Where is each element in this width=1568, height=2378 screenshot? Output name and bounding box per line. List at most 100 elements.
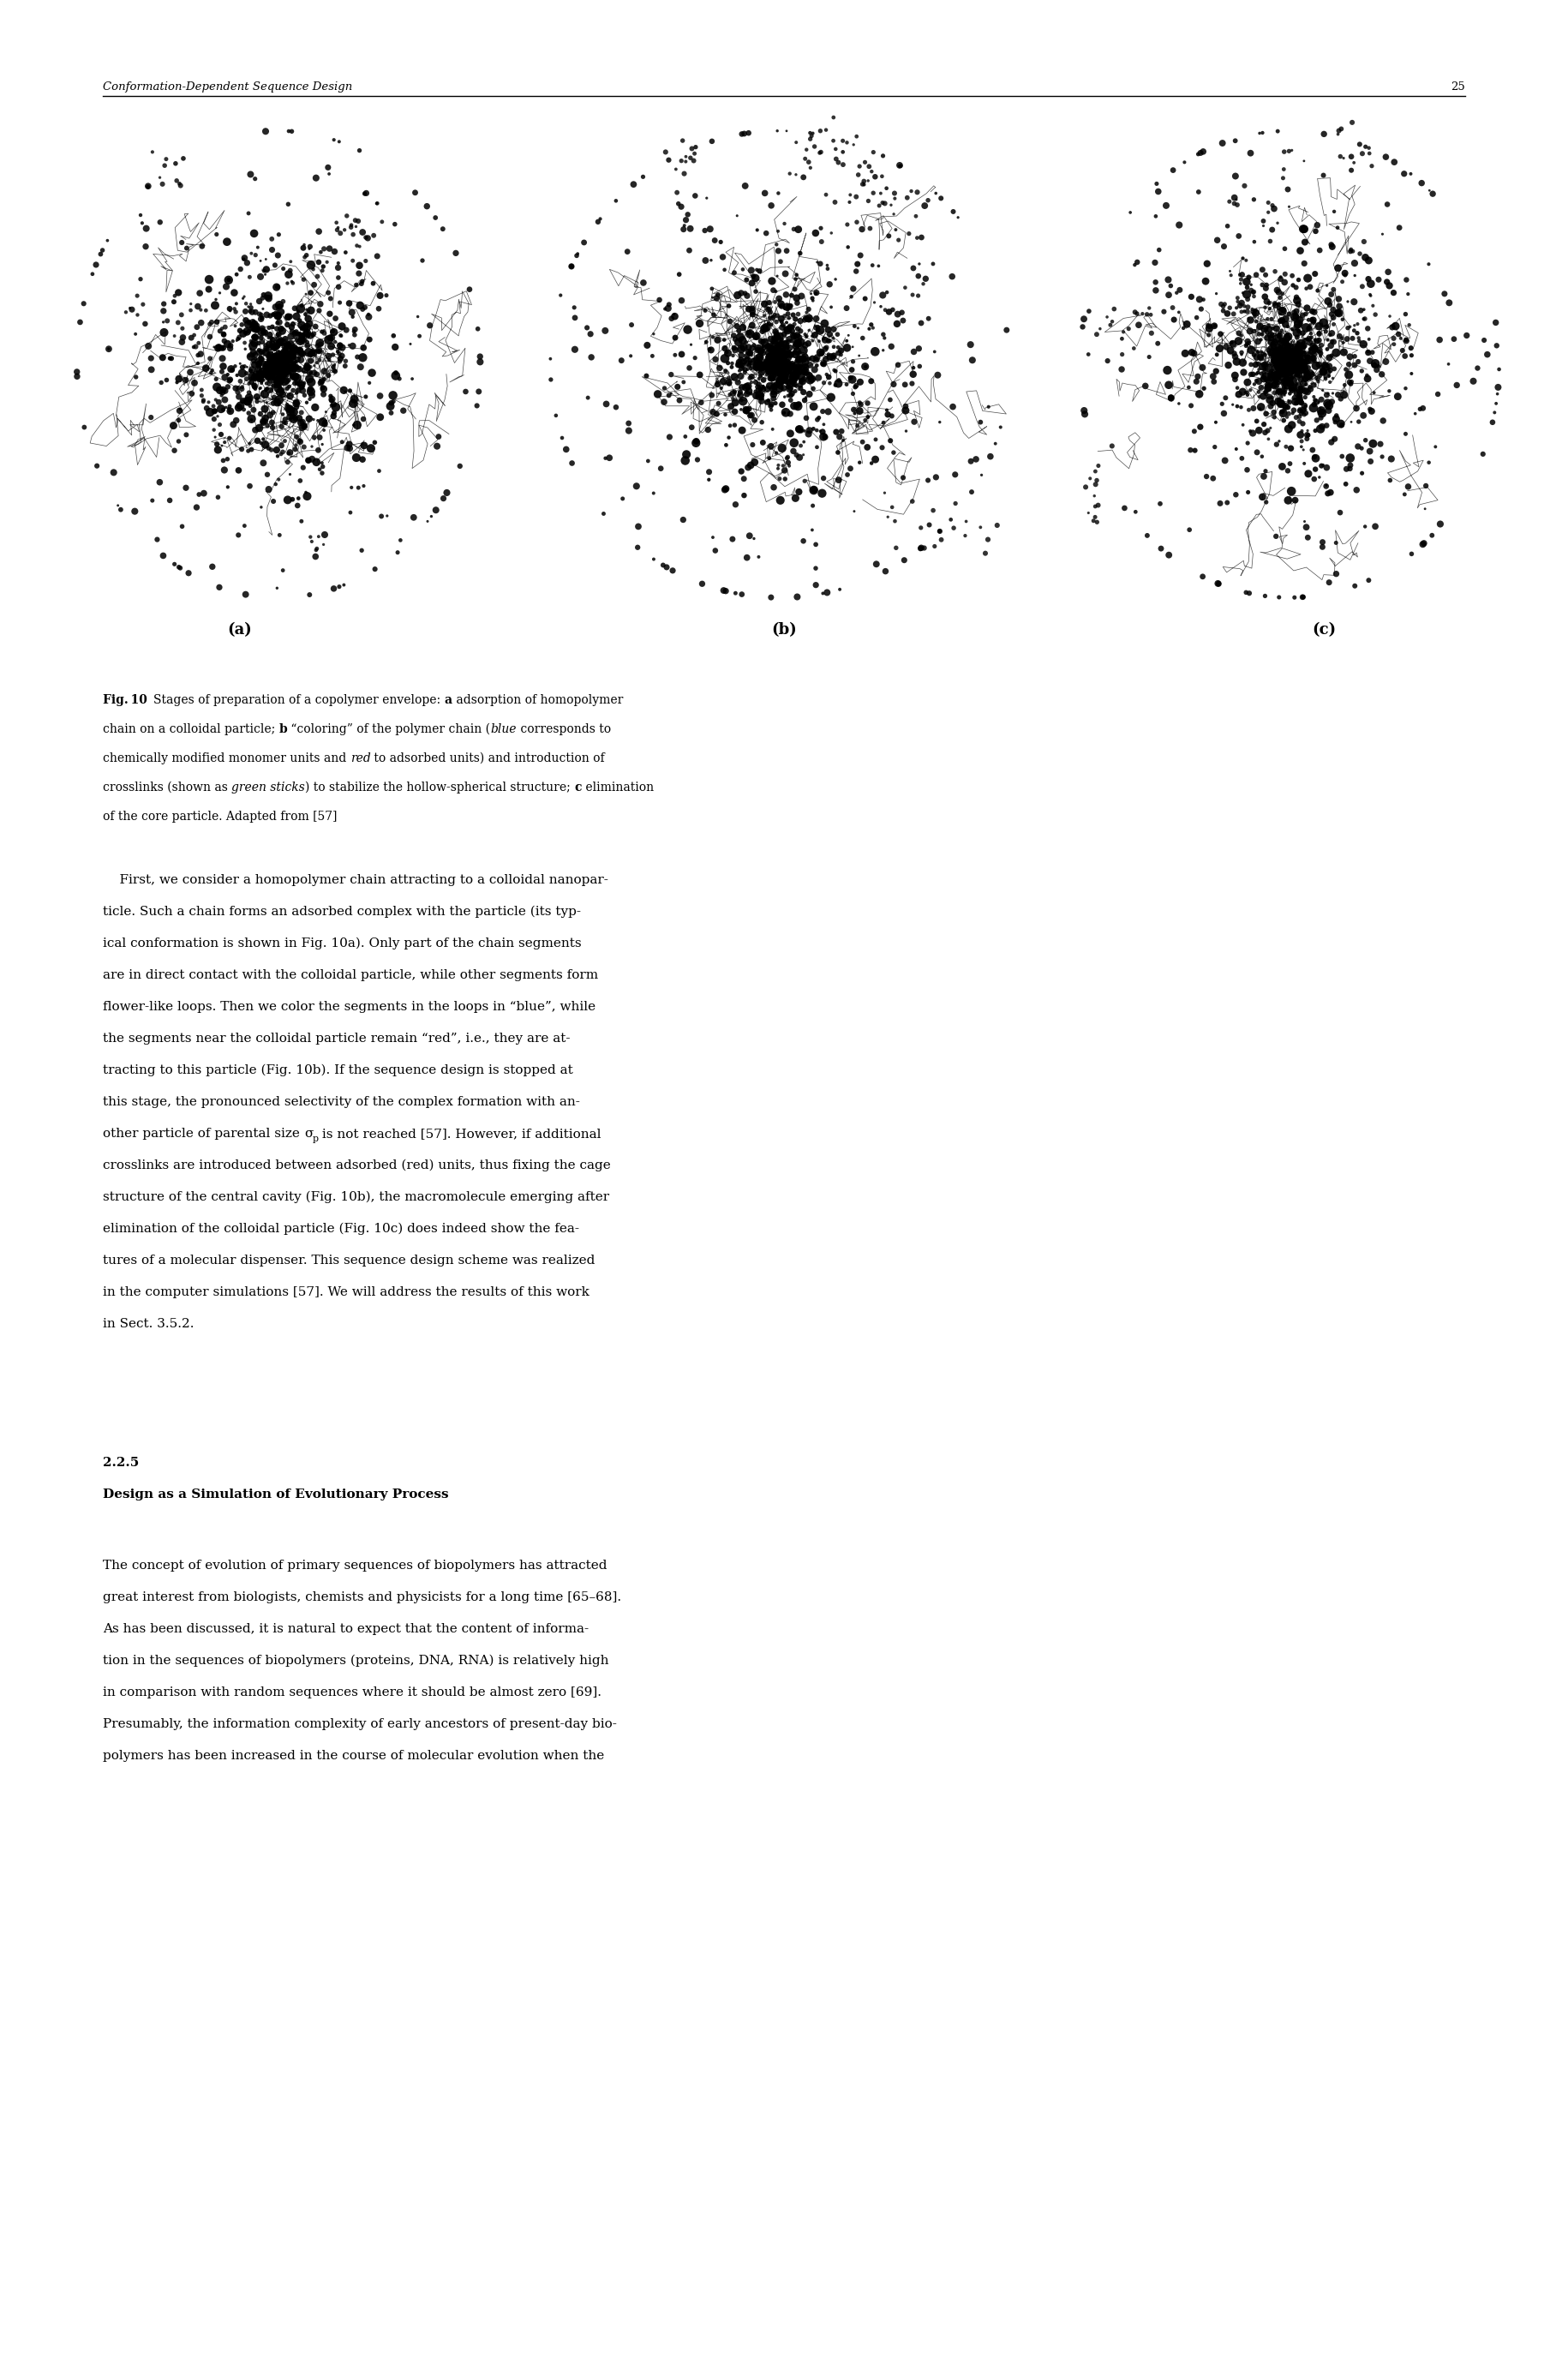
Point <box>743 259 768 297</box>
Point <box>1272 345 1297 383</box>
Point <box>801 342 826 380</box>
Point <box>326 124 351 162</box>
Point <box>767 369 792 407</box>
Point <box>431 480 456 518</box>
Point <box>268 361 293 400</box>
Point <box>1363 507 1388 545</box>
Text: tion in the sequences of biopolymers (proteins, DNA, RNA) is relatively high: tion in the sequences of biopolymers (pr… <box>103 1655 608 1667</box>
Point <box>1179 278 1204 316</box>
Point <box>267 288 292 326</box>
Point <box>193 350 218 388</box>
Point <box>1359 147 1385 185</box>
Point <box>284 383 309 421</box>
Point <box>767 345 792 383</box>
Point <box>1220 326 1245 364</box>
Point <box>238 388 263 426</box>
Text: blue: blue <box>491 723 516 735</box>
Point <box>800 340 825 378</box>
Point <box>767 366 792 404</box>
Point <box>779 312 804 350</box>
Point <box>757 359 782 397</box>
Point <box>770 288 795 326</box>
Point <box>754 383 779 421</box>
Point <box>771 350 797 388</box>
Point <box>207 328 232 366</box>
Point <box>276 369 301 407</box>
Point <box>848 235 873 273</box>
Point <box>1174 304 1200 342</box>
Point <box>900 276 925 314</box>
Point <box>823 352 848 390</box>
Point <box>1367 426 1392 464</box>
Point <box>237 304 262 342</box>
Point <box>1223 476 1248 514</box>
Point <box>790 331 815 369</box>
Point <box>1248 369 1273 407</box>
Point <box>762 312 787 350</box>
Point <box>844 366 869 404</box>
Point <box>295 326 320 364</box>
Point <box>285 364 310 402</box>
Point <box>1259 354 1284 392</box>
Point <box>739 447 764 485</box>
Point <box>263 335 289 373</box>
Point <box>1369 354 1394 392</box>
Point <box>1240 290 1265 328</box>
Point <box>1316 357 1341 395</box>
Point <box>762 342 787 380</box>
Point <box>776 445 801 483</box>
Point <box>267 338 292 376</box>
Point <box>743 364 768 402</box>
Point <box>771 350 797 388</box>
Point <box>135 166 160 205</box>
Point <box>174 468 199 507</box>
Point <box>1279 340 1305 378</box>
Point <box>1265 350 1290 388</box>
Point <box>246 333 271 371</box>
Point <box>263 357 289 395</box>
Point <box>1314 309 1339 347</box>
Point <box>204 426 229 464</box>
Point <box>770 428 795 466</box>
Point <box>257 342 282 380</box>
Point <box>1204 221 1229 259</box>
Point <box>204 380 229 419</box>
Point <box>390 392 416 430</box>
Point <box>254 357 279 395</box>
Point <box>267 345 292 383</box>
Point <box>1256 378 1281 416</box>
Point <box>1270 352 1295 390</box>
Point <box>271 345 296 383</box>
Point <box>779 347 804 385</box>
Point <box>850 164 875 202</box>
Point <box>778 307 803 345</box>
Point <box>1283 578 1308 616</box>
Point <box>351 400 376 438</box>
Point <box>1256 307 1281 345</box>
Point <box>260 347 285 385</box>
Point <box>840 390 866 428</box>
Point <box>1236 423 1261 461</box>
Point <box>728 376 753 414</box>
Point <box>259 404 284 442</box>
Point <box>281 480 306 518</box>
Point <box>787 302 812 340</box>
Text: 25: 25 <box>1450 81 1465 93</box>
Point <box>731 459 756 497</box>
Point <box>271 352 296 390</box>
Point <box>718 407 743 445</box>
Point <box>298 335 323 373</box>
Point <box>845 157 870 195</box>
Point <box>1298 314 1323 352</box>
Point <box>735 290 760 328</box>
Point <box>270 354 295 392</box>
Point <box>790 340 815 378</box>
Point <box>792 380 817 419</box>
Point <box>670 281 695 319</box>
Point <box>1309 392 1334 430</box>
Point <box>254 457 279 495</box>
Point <box>767 345 792 383</box>
Point <box>284 419 309 457</box>
Point <box>1276 345 1301 383</box>
Point <box>328 342 353 380</box>
